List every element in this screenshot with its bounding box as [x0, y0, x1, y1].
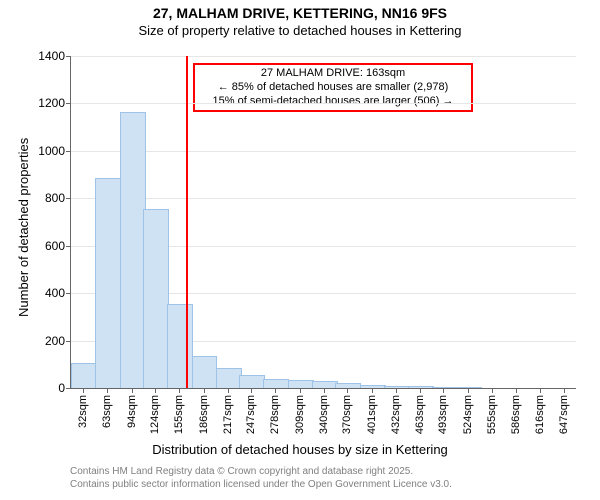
ytick-label: 1400 [25, 49, 65, 63]
xtick-mark [251, 388, 252, 393]
xtick-mark [155, 388, 156, 393]
annotation-line: 27 MALHAM DRIVE: 163sqm [201, 67, 465, 81]
histogram-bar [384, 386, 410, 388]
xtick-label: 247sqm [245, 395, 257, 434]
xtick-label: 586sqm [510, 395, 522, 434]
xtick-label: 524sqm [462, 395, 474, 434]
xtick-label: 370sqm [341, 395, 353, 434]
xtick-label: 493sqm [437, 395, 449, 434]
ytick-label: 800 [25, 191, 65, 205]
xtick-mark [228, 388, 229, 393]
histogram-bar [432, 387, 458, 388]
property-size-histogram: 27, MALHAM DRIVE, KETTERING, NN16 9FS Si… [0, 0, 600, 500]
xtick-label: 32sqm [77, 395, 89, 428]
histogram-bar [239, 375, 265, 388]
ytick-mark [66, 388, 71, 389]
ytick-mark [66, 246, 71, 247]
ytick-label: 1200 [25, 96, 65, 110]
ytick-mark [66, 103, 71, 104]
ytick-mark [66, 56, 71, 57]
histogram-bar [143, 209, 169, 388]
histogram-bar [167, 304, 193, 388]
xtick-label: 217sqm [222, 395, 234, 434]
xtick-label: 555sqm [486, 395, 498, 434]
xtick-mark [372, 388, 373, 393]
ytick-label: 1000 [25, 144, 65, 158]
histogram-bar [120, 112, 146, 388]
histogram-bar [216, 368, 242, 388]
histogram-bar [192, 356, 218, 388]
xtick-label: 63sqm [101, 395, 113, 428]
gridline [71, 56, 576, 57]
xtick-mark [300, 388, 301, 393]
histogram-bar [456, 387, 482, 388]
xtick-label: 616sqm [534, 395, 546, 434]
annotation-line: ← 85% of detached houses are smaller (2,… [201, 81, 465, 95]
xtick-label: 340sqm [318, 395, 330, 434]
xtick-mark [516, 388, 517, 393]
xtick-mark [107, 388, 108, 393]
ytick-mark [66, 341, 71, 342]
gridline [71, 198, 576, 199]
ytick-label: 200 [25, 334, 65, 348]
xtick-label: 309sqm [294, 395, 306, 434]
ytick-label: 400 [25, 286, 65, 300]
gridline [71, 103, 576, 104]
chart-subtitle: Size of property relative to detached ho… [0, 23, 600, 38]
xtick-mark [83, 388, 84, 393]
xtick-mark [492, 388, 493, 393]
histogram-bar [312, 381, 338, 388]
ytick-mark [66, 151, 71, 152]
xtick-mark [396, 388, 397, 393]
histogram-bar [335, 383, 361, 388]
attribution-line: Contains HM Land Registry data © Crown c… [70, 466, 452, 479]
xtick-mark [347, 388, 348, 393]
annotation-callout: 27 MALHAM DRIVE: 163sqm← 85% of detached… [193, 63, 473, 112]
xtick-label: 278sqm [269, 395, 281, 434]
xtick-mark [204, 388, 205, 393]
xtick-mark [179, 388, 180, 393]
property-marker-line [186, 56, 188, 388]
xtick-mark [420, 388, 421, 393]
xtick-mark [468, 388, 469, 393]
histogram-bar [95, 178, 121, 388]
annotation-line: 15% of semi-detached houses are larger (… [201, 95, 465, 109]
attribution-line: Contains public sector information licen… [70, 479, 452, 492]
plot-area: 27 MALHAM DRIVE: 163sqm← 85% of detached… [70, 56, 576, 389]
xtick-label: 463sqm [414, 395, 426, 434]
gridline [71, 151, 576, 152]
x-axis-label: Distribution of detached houses by size … [0, 442, 600, 457]
xtick-mark [275, 388, 276, 393]
histogram-bar [288, 380, 314, 388]
histogram-bar [71, 363, 97, 388]
xtick-label: 647sqm [558, 395, 570, 434]
histogram-bar [360, 385, 386, 388]
xtick-mark [132, 388, 133, 393]
xtick-mark [443, 388, 444, 393]
chart-title: 27, MALHAM DRIVE, KETTERING, NN16 9FS [0, 5, 600, 21]
xtick-label: 155sqm [173, 395, 185, 434]
histogram-bar [263, 379, 289, 388]
xtick-label: 432sqm [390, 395, 402, 434]
xtick-mark [564, 388, 565, 393]
xtick-label: 401sqm [366, 395, 378, 434]
xtick-label: 94sqm [126, 395, 138, 428]
ytick-label: 600 [25, 239, 65, 253]
xtick-label: 186sqm [198, 395, 210, 434]
attribution-text: Contains HM Land Registry data © Crown c… [70, 466, 452, 491]
xtick-mark [540, 388, 541, 393]
ytick-mark [66, 198, 71, 199]
histogram-bar [408, 386, 434, 388]
xtick-mark [324, 388, 325, 393]
ytick-mark [66, 293, 71, 294]
ytick-label: 0 [25, 381, 65, 395]
xtick-label: 124sqm [149, 395, 161, 434]
